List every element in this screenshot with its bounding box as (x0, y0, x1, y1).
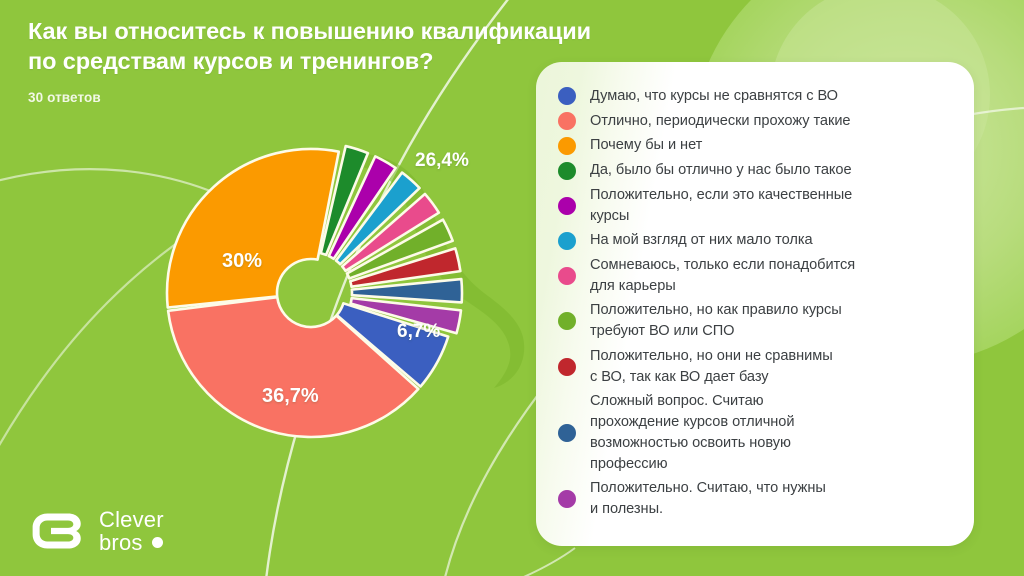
donut-chart: 36,7% 30% 6,7% 26,4% (0, 110, 530, 490)
decor-arc-5 (523, 547, 576, 576)
clever-bros-logo-icon (32, 513, 81, 549)
legend-item-label: Положительно, но как правило курсы требу… (590, 302, 842, 340)
logo-line-2: bros (99, 529, 143, 555)
legend-item[interactable]: Отлично, периодически прохожу такие (558, 109, 948, 134)
data-label-6-7: 6,7% (397, 321, 441, 342)
legend-item[interactable]: Сомневаюсь, только если понадобится для … (558, 253, 948, 298)
brand-logo: Clever bros (30, 508, 164, 554)
legend-item[interactable]: Да, было бы отлично у нас было такое (558, 158, 948, 183)
page-title: Как вы относитесь к повышению квалификац… (28, 18, 591, 75)
legend-item-label: Положительно, если это качественные курс… (590, 186, 853, 224)
donut-slice[interactable] (327, 155, 397, 261)
legend-item[interactable]: На мой взгляд от них мало толка (558, 228, 948, 253)
legend-color-swatch (558, 489, 576, 508)
donut-slice[interactable] (335, 302, 450, 388)
legend-panel: Думаю, что курсы не сравнятся с ВО Отличн… (536, 62, 974, 546)
data-label-36-7: 36,7% (262, 385, 319, 407)
legend-item[interactable]: Сложный вопрос. Считаю прохождение курсо… (558, 389, 948, 476)
logo-wordmark: Clever bros (99, 508, 164, 554)
donut-chart-svg (165, 144, 464, 439)
legend-item[interactable]: Положительно, но как правило курсы требу… (558, 298, 948, 343)
legend-item-label: Положительно. Считаю, что нужны и полезн… (590, 480, 826, 517)
legend-item[interactable]: Почему бы и нет (558, 133, 948, 158)
legend-color-swatch (558, 196, 576, 215)
legend-color-swatch (558, 266, 576, 285)
donut-slice[interactable] (166, 295, 420, 439)
donut-slice[interactable] (319, 144, 370, 257)
legend-color-swatch (558, 136, 576, 155)
legend-color-swatch (558, 423, 576, 442)
donut-slice[interactable] (340, 192, 441, 273)
legend-item-label: Думаю, что курсы не сравнятся с ВО (590, 88, 838, 104)
legend-item-label: Сложный вопрос. Считаю прохождение курсо… (590, 393, 795, 472)
legend-item[interactable]: Думаю, что курсы не сравнятся с ВО (558, 84, 948, 109)
data-label-26-4: 26,4% (415, 150, 469, 171)
legend-item-label: Да, было бы отлично у нас было такое (590, 162, 852, 179)
donut-slice[interactable] (165, 147, 341, 309)
donut-slice[interactable] (348, 247, 462, 288)
legend-color-swatch (558, 112, 576, 131)
legend-color-swatch (558, 312, 576, 331)
legend-item-label: Положительно, но они не сравнимы с ВО, т… (590, 347, 833, 385)
legend-item-label: Отлично, периодически прохожу такие (590, 112, 851, 129)
legend-item[interactable]: Положительно, но они не сравнимы с ВО, т… (558, 344, 948, 389)
donut-slice[interactable] (334, 171, 421, 266)
legend-item[interactable]: Положительно. Считаю, что нужны и полезн… (558, 476, 948, 521)
legend-color-swatch (558, 231, 576, 250)
responses-count: 30 ответов (28, 90, 101, 106)
donut-slice[interactable] (350, 277, 464, 304)
donut-slice[interactable] (349, 296, 463, 335)
donut-slice[interactable] (345, 218, 454, 280)
legend-item-label: Почему бы и нет (590, 137, 703, 154)
legend-item[interactable]: Положительно, если это качественные курс… (558, 183, 948, 228)
legend-list: Думаю, что курсы не сравнятся с ВО Отличн… (558, 84, 948, 522)
logo-line-1: Clever (99, 506, 164, 532)
logo-dot-icon (151, 536, 163, 548)
data-label-30: 30% (222, 250, 263, 272)
legend-color-swatch (558, 87, 576, 106)
legend-item-label: На мой взгляд от них мало толка (590, 232, 813, 249)
legend-color-swatch (558, 161, 576, 180)
legend-item-label: Сомневаюсь, только если понадобится для … (590, 257, 856, 294)
header: Как вы относитесь к повышению квалификац… (28, 16, 591, 105)
legend-color-swatch (558, 357, 576, 376)
